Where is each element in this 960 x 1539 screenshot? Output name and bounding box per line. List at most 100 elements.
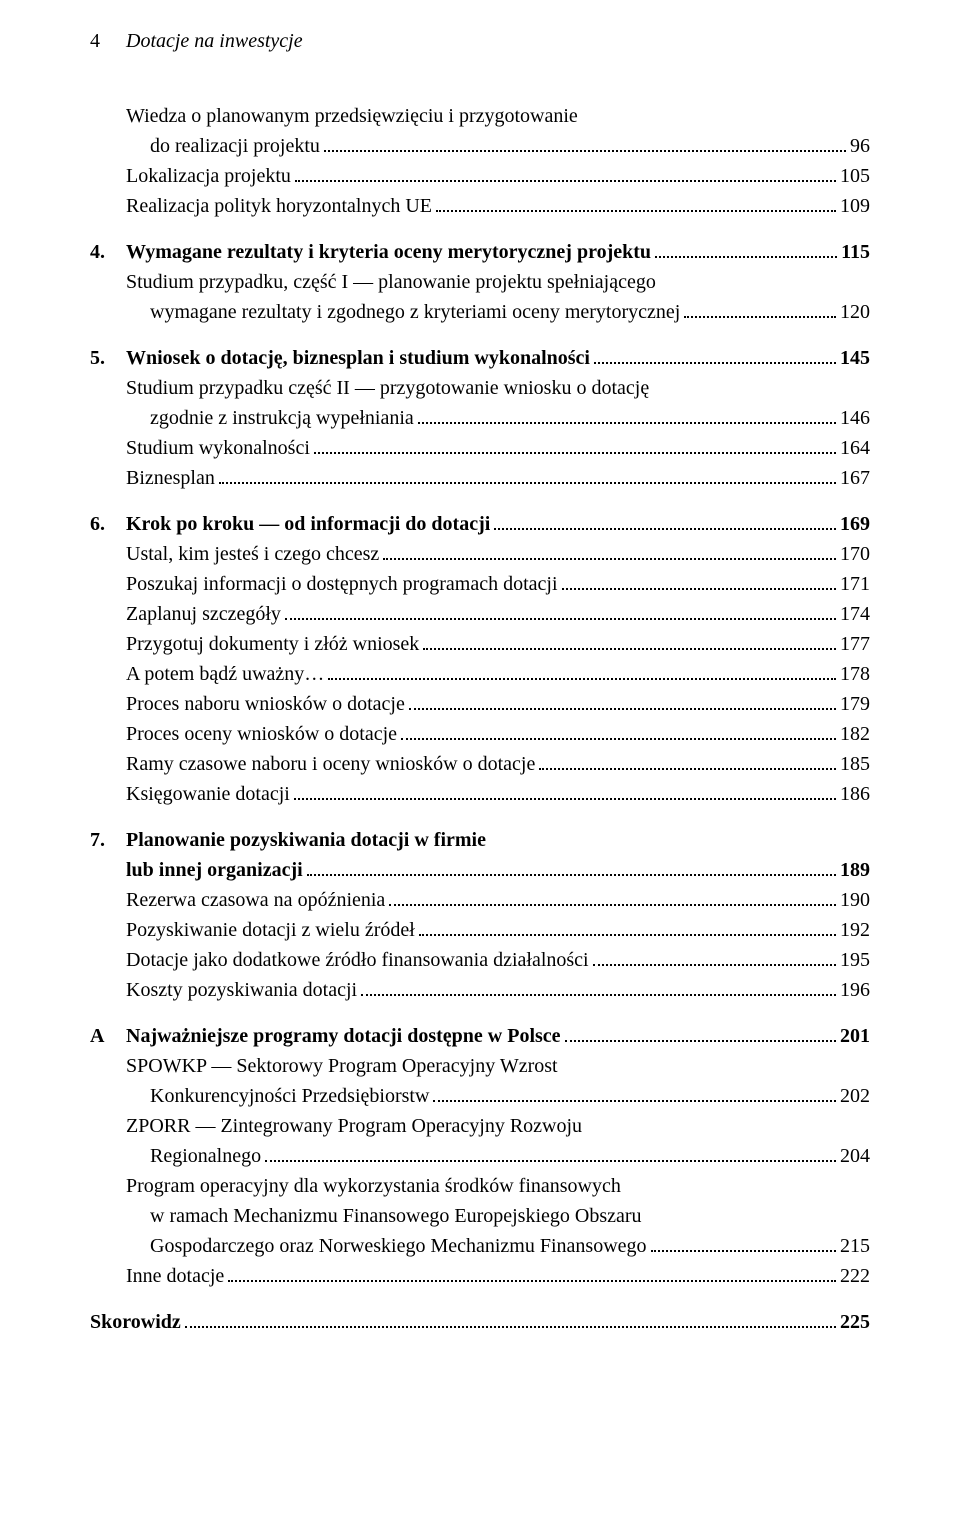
toc-row: lub innej organizacji189 bbox=[90, 855, 870, 885]
toc-section-number: 7. bbox=[90, 825, 126, 855]
toc-page-number: 185 bbox=[840, 749, 870, 779]
dot-leader bbox=[565, 1024, 836, 1042]
toc-entry-label: A potem bądź uważny… bbox=[126, 659, 324, 689]
dot-leader bbox=[418, 406, 836, 424]
dot-leader bbox=[684, 300, 836, 318]
toc-row: do realizacji projektu96 bbox=[90, 131, 870, 161]
dot-leader bbox=[594, 346, 836, 364]
dot-leader bbox=[285, 602, 836, 620]
toc-row: Studium wykonalności164 bbox=[90, 433, 870, 463]
dot-leader bbox=[361, 978, 836, 996]
toc-row: Ramy czasowe naboru i oceny wniosków o d… bbox=[90, 749, 870, 779]
toc-page-number: 164 bbox=[840, 433, 870, 463]
toc-row: 6.Krok po kroku — od informacji do dotac… bbox=[90, 509, 870, 539]
dot-leader bbox=[383, 542, 836, 560]
toc-row: Realizacja polityk horyzontalnych UE109 bbox=[90, 191, 870, 221]
dot-leader bbox=[314, 436, 836, 454]
toc-page-number: 146 bbox=[840, 403, 870, 433]
toc-section-label: 7.Planowanie pozyskiwania dotacji w firm… bbox=[126, 825, 486, 855]
toc-entry-label: Konkurencyjności Przedsiębiorstw bbox=[150, 1081, 429, 1111]
toc-row: Konkurencyjności Przedsiębiorstw 202 bbox=[90, 1081, 870, 1111]
toc-row: Studium przypadku część II — przygotowan… bbox=[126, 373, 870, 403]
toc-page-number: 196 bbox=[840, 975, 870, 1005]
toc-page-number: 170 bbox=[840, 539, 870, 569]
toc-page-number: 225 bbox=[840, 1307, 870, 1337]
toc-page-number: 145 bbox=[840, 343, 870, 373]
page-number: 4 bbox=[90, 30, 126, 53]
dot-leader bbox=[295, 164, 836, 182]
dot-leader bbox=[401, 722, 836, 740]
toc-row: Biznesplan167 bbox=[90, 463, 870, 493]
toc-entry-label: do realizacji projektu bbox=[150, 131, 320, 161]
toc-entry-label: Lokalizacja projektu bbox=[126, 161, 291, 191]
toc-row: Gospodarczego oraz Norweskiego Mechanizm… bbox=[90, 1231, 870, 1261]
toc-row: Ustal, kim jesteś i czego chcesz 170 bbox=[90, 539, 870, 569]
toc-row: Inne dotacje222 bbox=[90, 1261, 870, 1291]
toc-page-number: 215 bbox=[840, 1231, 870, 1261]
toc-entry-label: zgodnie z instrukcją wypełniania bbox=[150, 403, 414, 433]
toc-row: Pozyskiwanie dotacji z wielu źródeł192 bbox=[90, 915, 870, 945]
dot-leader bbox=[294, 782, 836, 800]
dot-leader bbox=[433, 1084, 836, 1102]
dot-leader bbox=[651, 1234, 836, 1252]
toc-row: Lokalizacja projektu 105 bbox=[90, 161, 870, 191]
toc-entry-label: Inne dotacje bbox=[126, 1261, 224, 1291]
toc-page-number: 174 bbox=[840, 599, 870, 629]
toc-row: Skorowidz225 bbox=[90, 1307, 870, 1337]
toc-entry-label: Ramy czasowe naboru i oceny wniosków o d… bbox=[126, 749, 535, 779]
toc-section-number: 5. bbox=[90, 343, 126, 373]
toc-section-label: 6.Krok po kroku — od informacji do dotac… bbox=[126, 509, 490, 539]
toc-section-label: 5.Wniosek o dotację, biznesplan i studiu… bbox=[126, 343, 590, 373]
toc-entry-label: Księgowanie dotacji bbox=[126, 779, 290, 809]
toc-entry-label: Koszty pozyskiwania dotacji bbox=[126, 975, 357, 1005]
toc-section-number: 6. bbox=[90, 509, 126, 539]
toc-entry-label: SPOWKP — Sektorowy Program Operacyjny Wz… bbox=[126, 1051, 558, 1081]
toc-page-number: 190 bbox=[840, 885, 870, 915]
toc-entry-label: Gospodarczego oraz Norweskiego Mechanizm… bbox=[150, 1231, 647, 1261]
toc-row: ZPORR — Zintegrowany Program Operacyjny … bbox=[126, 1111, 870, 1141]
dot-leader bbox=[389, 888, 836, 906]
dot-leader bbox=[265, 1144, 836, 1162]
toc-row: Przygotuj dokumenty i złóż wniosek177 bbox=[90, 629, 870, 659]
toc-entry-label: Studium przypadku część II — przygotowan… bbox=[126, 373, 649, 403]
toc-page-number: 189 bbox=[840, 855, 870, 885]
toc-entry-label: Rezerwa czasowa na opóźnienia bbox=[126, 885, 385, 915]
dot-leader bbox=[324, 134, 846, 152]
toc-entry-label: Dotacje jako dodatkowe źródło finansowan… bbox=[126, 945, 589, 975]
toc-page-number: 201 bbox=[840, 1021, 870, 1051]
toc-entry-label: Proces oceny wniosków o dotacje bbox=[126, 719, 397, 749]
dot-leader bbox=[419, 918, 836, 936]
toc-entry-label: w ramach Mechanizmu Finansowego Europejs… bbox=[150, 1201, 642, 1231]
toc-entry-label: Poszukaj informacji o dostępnych program… bbox=[126, 569, 558, 599]
toc-row: SPOWKP — Sektorowy Program Operacyjny Wz… bbox=[126, 1051, 870, 1081]
toc-row: Wiedza o planowanym przedsięwzięciu i pr… bbox=[126, 101, 870, 131]
toc-row: Rezerwa czasowa na opóźnienia 190 bbox=[90, 885, 870, 915]
toc-page-number: 105 bbox=[840, 161, 870, 191]
toc-entry-label: Realizacja polityk horyzontalnych UE bbox=[126, 191, 432, 221]
toc-page-number: 169 bbox=[840, 509, 870, 539]
toc-row: Poszukaj informacji o dostępnych program… bbox=[90, 569, 870, 599]
toc-entry-label: Ustal, kim jesteś i czego chcesz bbox=[126, 539, 379, 569]
page: 4 Dotacje na inwestycje Wiedza o planowa… bbox=[0, 0, 960, 1539]
toc-entry-label: ZPORR — Zintegrowany Program Operacyjny … bbox=[126, 1111, 582, 1141]
toc-page-number: 167 bbox=[840, 463, 870, 493]
toc-entry-label: Studium przypadku, część I — planowanie … bbox=[126, 267, 656, 297]
dot-leader bbox=[307, 858, 836, 876]
toc-page-number: 178 bbox=[840, 659, 870, 689]
toc-row: wymagane rezultaty i zgodnego z kryteria… bbox=[90, 297, 870, 327]
toc-row: ANajważniejsze programy dotacji dostępne… bbox=[90, 1021, 870, 1051]
toc-entry-label: Program operacyjny dla wykorzystania śro… bbox=[126, 1171, 621, 1201]
toc-entry-label: Wiedza o planowanym przedsięwzięciu i pr… bbox=[126, 101, 578, 131]
toc-entry-label: Pozyskiwanie dotacji z wielu źródeł bbox=[126, 915, 415, 945]
toc-page-number: 202 bbox=[840, 1081, 870, 1111]
toc-row: 7.Planowanie pozyskiwania dotacji w firm… bbox=[90, 825, 870, 855]
toc-row: Koszty pozyskiwania dotacji 196 bbox=[90, 975, 870, 1005]
toc-row: Regionalnego204 bbox=[90, 1141, 870, 1171]
toc-section-label: 4.Wymagane rezultaty i kryteria oceny me… bbox=[126, 237, 651, 267]
toc-row: Proces oceny wniosków o dotacje182 bbox=[90, 719, 870, 749]
toc-page-number: 120 bbox=[840, 297, 870, 327]
toc-page-number: 115 bbox=[841, 237, 870, 267]
toc-page-number: 177 bbox=[840, 629, 870, 659]
toc-row: Proces naboru wniosków o dotacje179 bbox=[90, 689, 870, 719]
dot-leader bbox=[539, 752, 836, 770]
